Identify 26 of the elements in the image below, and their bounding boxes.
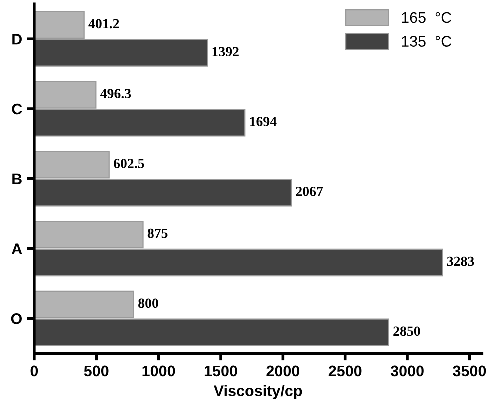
data-label: 875 — [148, 228, 168, 238]
x-tick-label: 2500 — [328, 366, 362, 377]
data-label: 401.2 — [88, 19, 120, 29]
x-tick-label: 3000 — [390, 366, 424, 377]
legend-label: 135 °C — [402, 36, 452, 47]
x-tick-label: 0 — [30, 366, 38, 377]
y-tick-label: D — [12, 34, 22, 45]
y-tick-label: O — [11, 314, 22, 324]
y-tick-label: B — [12, 174, 22, 184]
data-label: 2850 — [394, 326, 420, 336]
y-tick-label: A — [12, 244, 22, 254]
data-label: 3283 — [447, 256, 474, 266]
x-tick-label: 3500 — [453, 366, 486, 377]
x-axis-title: Viscosity/cp — [214, 385, 302, 400]
y-tick-label: C — [12, 104, 22, 115]
data-label: 602.5 — [114, 159, 144, 168]
legend-label: 165 °C — [402, 12, 452, 24]
data-label: 2067 — [296, 186, 324, 196]
x-tick-label: 1500 — [204, 366, 238, 377]
x-tick-label: 2000 — [266, 366, 300, 377]
x-tick-label: 500 — [84, 366, 109, 377]
data-label: 496.3 — [100, 89, 132, 99]
x-tick-label: 1000 — [142, 366, 176, 377]
data-label: 800 — [138, 298, 158, 308]
data-label: 1694 — [250, 117, 277, 126]
data-label: 1392 — [212, 47, 239, 57]
